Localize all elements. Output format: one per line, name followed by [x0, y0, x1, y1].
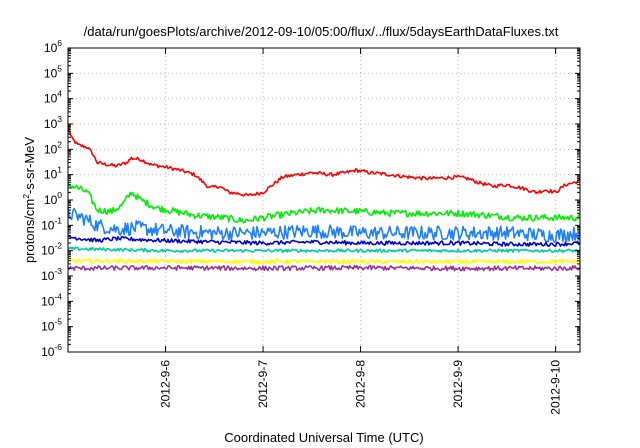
y-tick-exponent: 4 [57, 89, 62, 99]
series-line [67, 207, 581, 243]
y-tick-label: 10-2 [41, 241, 62, 258]
y-tick-exponent: 6 [57, 38, 62, 48]
y-tick-label: 106 [44, 38, 62, 55]
y-tick-exponent: 3 [57, 114, 62, 124]
y-tick-base: 10 [44, 92, 58, 106]
y-tick-exponent: -5 [54, 317, 62, 327]
y-tick-label: 104 [44, 89, 62, 106]
y-tick-exponent: -4 [54, 291, 62, 301]
x-axis: 2012-9-6 2012-9-7 2012-9-8 2012-9-9 2012-9-1… [159, 48, 563, 415]
y-tick-base: 10 [41, 244, 55, 258]
x-axis-label: Coordinated Universal Time (UTC) [224, 430, 423, 445]
y-tick-label: 10-4 [41, 291, 62, 308]
y-tick-label: 100 [44, 190, 62, 207]
y-axis-label-superscript: 2 [21, 194, 31, 199]
chart-title: /data/run/goesPlots/archive/2012-09-10/0… [84, 24, 559, 39]
series-line [67, 234, 581, 247]
y-tick-label: 10-5 [41, 317, 62, 334]
y-tick-base: 10 [41, 320, 55, 334]
y-tick-base: 10 [44, 168, 58, 182]
y-tick-exponent: 2 [57, 139, 62, 149]
series-line [67, 182, 581, 224]
y-tick-base: 10 [44, 142, 58, 156]
y-tick-exponent: 5 [57, 63, 62, 73]
y-axis-label-part2: -s-sr-MeV [22, 137, 37, 194]
y-tick-base: 10 [44, 66, 58, 80]
y-tick-label: 103 [44, 114, 62, 131]
y-axis-label: protons/cm2-s-sr-MeV [21, 137, 37, 263]
y-tick-base: 10 [44, 41, 58, 55]
y-tick-exponent: 1 [57, 165, 62, 175]
x-tick-label: 2012-9-8 [354, 360, 368, 408]
grid [68, 48, 580, 352]
y-tick-exponent: -6 [54, 342, 62, 352]
y-tick-label: 10-6 [41, 342, 62, 359]
y-tick-exponent: -3 [54, 266, 62, 276]
y-tick-exponent: -1 [54, 215, 62, 225]
y-tick-label: 102 [44, 139, 62, 156]
series-line [67, 258, 581, 265]
y-tick-base: 10 [44, 193, 58, 207]
series-line [67, 264, 581, 272]
y-tick-base: 10 [41, 218, 55, 232]
y-tick-exponent: 0 [57, 190, 62, 200]
y-tick-label: 105 [44, 63, 62, 80]
x-tick-label: 2012-9-9 [451, 360, 465, 408]
x-tick-label: 2012-9-7 [256, 360, 270, 408]
y-tick-base: 10 [44, 117, 58, 131]
y-tick-base: 10 [41, 294, 55, 308]
y-tick-label: 10-1 [41, 215, 62, 232]
y-tick-label: 10-3 [41, 266, 62, 283]
y-tick-exponent: -2 [54, 241, 62, 251]
series-line [67, 246, 581, 253]
y-tick-label: 101 [44, 165, 62, 182]
x-tick-label: 2012-9-6 [159, 360, 173, 408]
y-axis: 10-610-510-410-310-210-11001011021031041… [41, 38, 580, 359]
y-tick-base: 10 [41, 269, 55, 283]
series-line [67, 123, 580, 197]
y-axis-label-part1: protons/cm [22, 199, 37, 263]
x-tick-label: 2012-9-10 [549, 360, 563, 415]
y-tick-base: 10 [41, 345, 55, 359]
series-layer [67, 123, 581, 272]
